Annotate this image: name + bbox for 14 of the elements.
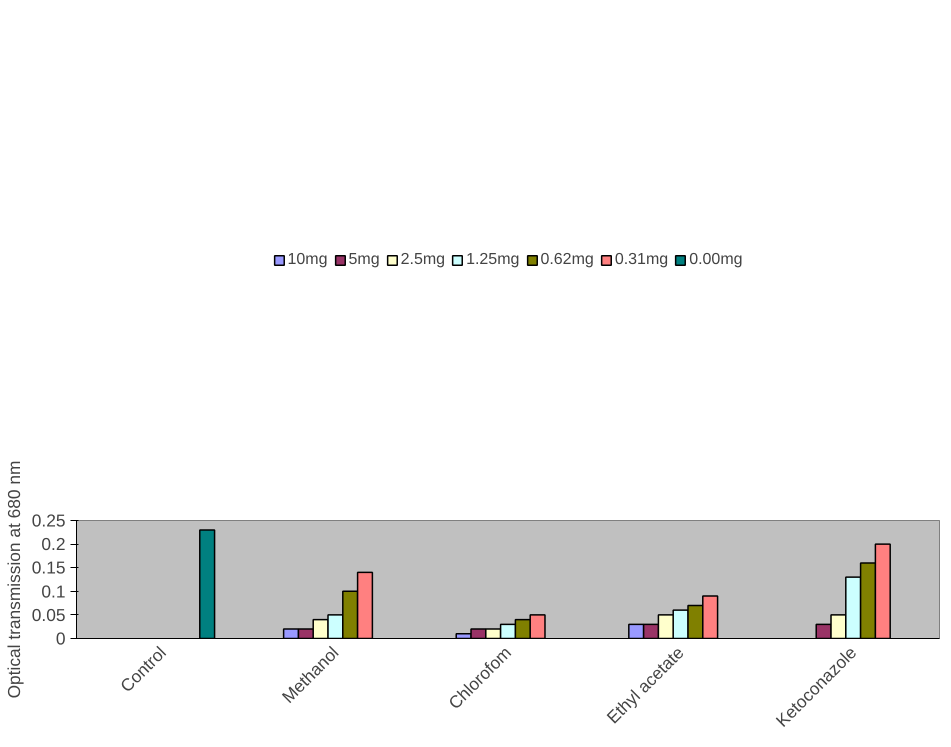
legend-label: 0.00mg xyxy=(689,251,743,269)
legend-label: 1.25mg xyxy=(466,251,520,269)
legend-label: 0.62mg xyxy=(540,251,594,269)
y-axis-title: Optical transmission at 680 nm xyxy=(4,460,24,698)
y-tick-label: 0.1 xyxy=(41,581,66,602)
legend-label: 5mg xyxy=(348,251,380,269)
y-tick-label: 0 xyxy=(56,628,66,648)
y-tick-label: 0.25 xyxy=(32,510,66,530)
legend-label: 10mg xyxy=(287,251,328,269)
legend-label: 2.5mg xyxy=(400,251,446,269)
legend-label: 0.31mg xyxy=(614,251,668,269)
y-tick-label: 0.15 xyxy=(32,558,66,578)
y-tick-label: 0.2 xyxy=(41,534,66,554)
y-tick-label: 0.05 xyxy=(32,604,66,625)
